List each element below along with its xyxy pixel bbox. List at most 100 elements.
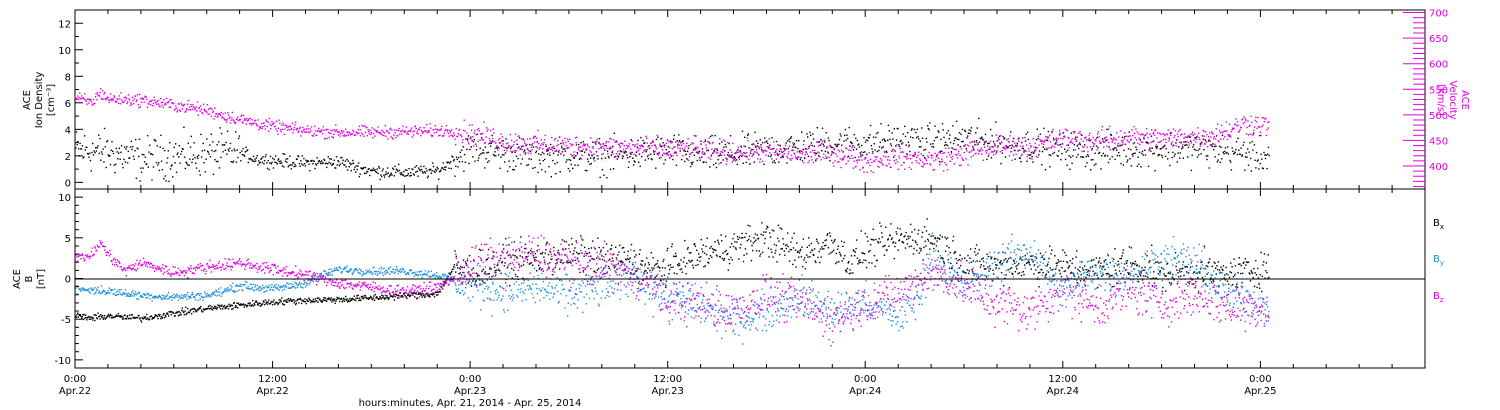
data-point (744, 152, 747, 155)
data-point (548, 166, 550, 168)
data-point (454, 250, 456, 252)
data-point (970, 130, 972, 132)
data-point (930, 154, 932, 157)
data-point (80, 95, 83, 97)
data-point (539, 146, 541, 149)
data-point (103, 161, 105, 163)
data-point (287, 166, 289, 168)
data-point (431, 135, 433, 138)
data-point (415, 171, 417, 173)
data-point (605, 145, 607, 147)
data-point (638, 253, 641, 255)
data-point (890, 223, 892, 225)
data-point (509, 285, 511, 287)
data-point (496, 145, 498, 147)
data-point (1215, 145, 1217, 147)
data-point (426, 176, 429, 179)
data-point (280, 300, 282, 303)
data-point (920, 146, 922, 148)
data-point (1012, 273, 1014, 275)
data-point (163, 149, 166, 152)
data-point (1084, 144, 1086, 146)
data-point (1085, 136, 1087, 138)
data-point (202, 308, 205, 310)
data-point (195, 311, 197, 313)
data-point (848, 149, 850, 151)
data-point (922, 259, 924, 261)
data-point (293, 126, 295, 129)
data-point (322, 299, 324, 301)
data-point (143, 101, 145, 103)
data-point (546, 153, 549, 155)
data-point (504, 152, 507, 154)
data-point (1087, 155, 1090, 157)
data-point (95, 150, 98, 152)
data-point (1231, 147, 1233, 149)
data-point (742, 260, 745, 263)
data-point (271, 161, 273, 164)
data-point (789, 158, 791, 160)
data-point (329, 162, 332, 165)
data-point (704, 140, 707, 142)
data-point (719, 256, 722, 258)
data-point (372, 169, 374, 171)
data-point (829, 160, 831, 162)
data-point (1101, 275, 1103, 277)
data-point (774, 162, 776, 164)
data-point (455, 165, 457, 167)
data-point (992, 151, 994, 153)
data-point (961, 157, 963, 159)
data-point (933, 139, 935, 142)
data-point (866, 171, 868, 173)
data-point (1030, 154, 1032, 156)
data-point (584, 268, 587, 270)
data-point (501, 154, 504, 156)
data-point (459, 272, 461, 274)
data-point (288, 164, 290, 167)
data-point (1172, 145, 1174, 147)
data-point (1124, 136, 1126, 138)
data-point (682, 140, 684, 142)
data-point (523, 151, 525, 153)
data-point (705, 144, 707, 146)
data-point (967, 254, 969, 257)
data-point (281, 162, 283, 164)
data-point (916, 161, 918, 164)
data-point (1010, 267, 1013, 269)
data-point (773, 243, 776, 246)
data-point (805, 151, 807, 153)
data-point (247, 119, 249, 121)
data-point (1085, 139, 1088, 141)
data-point (336, 130, 338, 133)
data-point (552, 268, 554, 270)
data-point (557, 252, 559, 254)
data-point (541, 251, 544, 254)
data-point (943, 136, 945, 139)
data-point (1022, 147, 1024, 150)
data-point (569, 143, 571, 145)
data-point (206, 138, 208, 140)
data-point (586, 143, 589, 145)
data-point (808, 147, 810, 150)
data-point (555, 149, 558, 151)
data-point (433, 132, 436, 134)
data-point (592, 147, 594, 149)
data-point (605, 142, 607, 144)
data-point (709, 135, 712, 138)
data-point (672, 155, 674, 157)
data-point (896, 227, 899, 229)
data-point (295, 302, 297, 304)
data-point (733, 158, 735, 161)
data-point (451, 155, 453, 157)
data-point (943, 261, 945, 263)
data-point (929, 164, 932, 166)
data-point (806, 133, 808, 135)
data-point (769, 232, 771, 234)
data-point (283, 133, 286, 135)
data-point (647, 157, 650, 160)
data-point (589, 163, 591, 166)
data-point (730, 243, 733, 245)
data-point (1062, 260, 1065, 263)
data-point (526, 259, 529, 261)
data-point (406, 294, 409, 297)
